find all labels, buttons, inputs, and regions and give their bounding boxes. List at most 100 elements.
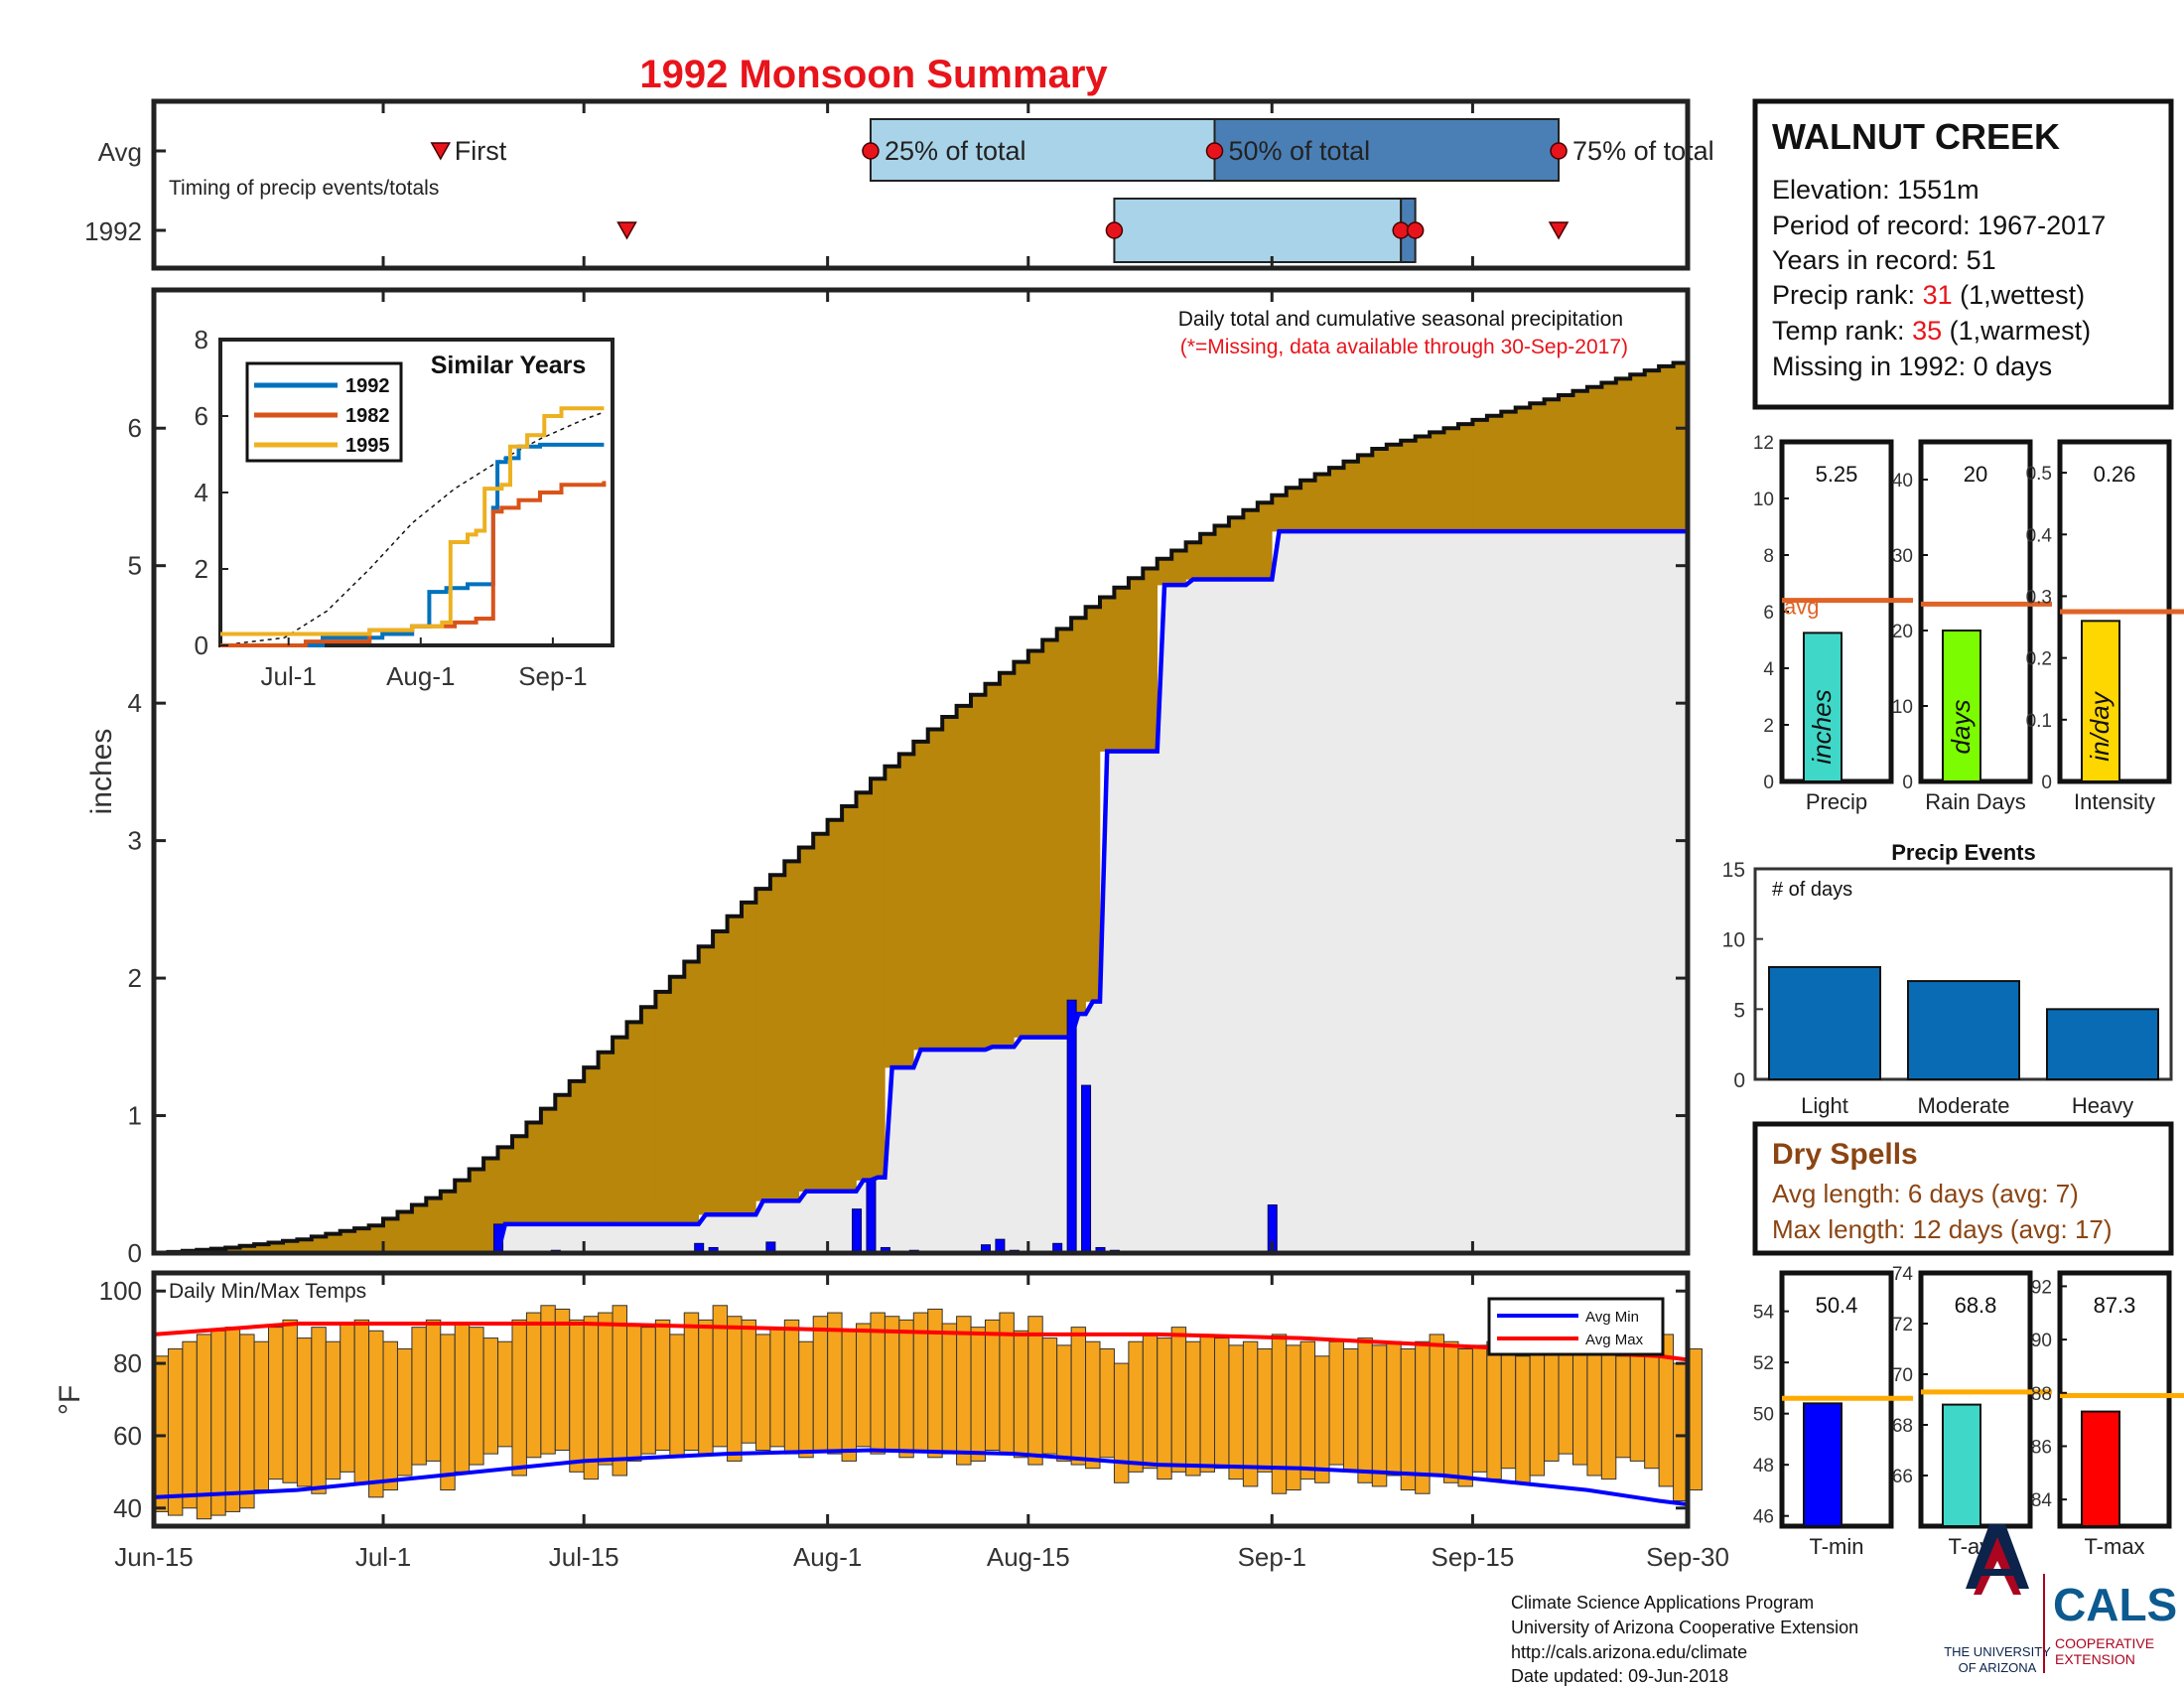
logos: THE UNIVERSITY OF ARIZONA CALS COOPERATI… bbox=[1944, 1524, 2177, 1675]
year-cumulative-area bbox=[154, 531, 1688, 1253]
similar-years-inset: Similar Years 0 2 4 6 8 Jul-1 Aug-1 Sep-1 1992 19… bbox=[195, 325, 614, 691]
temp-range-bar bbox=[1056, 1344, 1072, 1462]
temp-range-bar bbox=[654, 1319, 671, 1452]
inset-avg-line bbox=[219, 411, 605, 646]
temp-range-bar bbox=[268, 1327, 284, 1480]
stat-tick-label: 0 bbox=[1902, 773, 1913, 793]
temp-range-bar bbox=[210, 1330, 226, 1516]
temp-legend-label: Avg Min bbox=[1585, 1309, 1639, 1326]
temp-range-bar bbox=[167, 1348, 184, 1516]
avg-p25-dot bbox=[862, 142, 880, 160]
temp-range-bar bbox=[683, 1312, 700, 1451]
stat-label-1: Rain Days bbox=[1925, 789, 2025, 814]
temp-range-bar bbox=[827, 1312, 843, 1455]
station-temp-rank: Temp rank: 35 (1,warmest) bbox=[1772, 316, 2091, 346]
temp-rank-value: 35 bbox=[1912, 316, 1942, 346]
event-tick-label: 0 bbox=[1733, 1069, 1745, 1092]
temp-range-bar bbox=[841, 1330, 858, 1462]
temp-range-bar bbox=[1357, 1337, 1373, 1483]
temp-range-bar bbox=[1041, 1337, 1058, 1455]
stat-tick-label: 0 bbox=[2041, 773, 2052, 793]
footer-line4: Date updated: 09-Jun-2018 bbox=[1511, 1666, 1728, 1686]
stat-unit-1: days bbox=[1946, 700, 1976, 755]
temp-range-bar bbox=[454, 1323, 471, 1473]
footer: Climate Science Applications Program Uni… bbox=[1511, 1593, 1858, 1686]
stat-tick-label: 12 bbox=[1753, 433, 1774, 454]
temp-range-bar bbox=[1586, 1340, 1602, 1477]
temp-rank-label: Temp rank: bbox=[1772, 316, 1912, 346]
inset-legend-label-1995: 1995 bbox=[345, 435, 390, 457]
temp-range-bar bbox=[511, 1319, 527, 1477]
year-last-marker-icon bbox=[1548, 221, 1570, 240]
stat-label-0: Precip bbox=[1806, 789, 1867, 814]
temp-range-bar bbox=[353, 1319, 370, 1483]
precip-ytick-label: 3 bbox=[128, 826, 142, 856]
inset-series-line-1995 bbox=[220, 406, 605, 636]
temp-rank-note: (1,warmest) bbox=[1942, 316, 2091, 346]
temp-range-bar bbox=[1013, 1330, 1029, 1459]
event-label: Moderate bbox=[1918, 1093, 2010, 1118]
year-first-marker-icon bbox=[616, 221, 637, 240]
temp-range-bar bbox=[1314, 1355, 1330, 1483]
stat-tick-label: 88 bbox=[2031, 1384, 2052, 1405]
stat-avg-label: avg bbox=[1784, 595, 1819, 620]
temp-range-bar bbox=[741, 1319, 756, 1444]
temp-range-bar bbox=[1113, 1362, 1130, 1483]
temp-range-bar bbox=[1529, 1340, 1546, 1477]
stat-tick-label: 20 bbox=[1892, 622, 1913, 642]
temp-range-bar bbox=[224, 1327, 241, 1512]
stat-tick-label: 40 bbox=[1892, 471, 1913, 492]
temp-range-bar bbox=[669, 1334, 685, 1459]
inset-ytick-label: 0 bbox=[195, 631, 208, 660]
temp-range-bar bbox=[884, 1316, 900, 1451]
year-p25-dot bbox=[1105, 221, 1124, 239]
cals-sub1: COOPERATIVE bbox=[2055, 1635, 2154, 1651]
temp-range-bar bbox=[956, 1316, 972, 1466]
logo-divider bbox=[2043, 1574, 2045, 1673]
temp-range-bar bbox=[1128, 1340, 1144, 1473]
temp-legend-box bbox=[1487, 1297, 1665, 1356]
xtick-label: Aug-15 bbox=[987, 1542, 1070, 1572]
temp-range-bar bbox=[382, 1340, 398, 1491]
temp-title: Daily Min/Max Temps bbox=[169, 1280, 366, 1303]
avg-first-marker-icon bbox=[430, 142, 452, 161]
temp-range-bar bbox=[1600, 1348, 1617, 1480]
inset-xtick-label: Sep-1 bbox=[518, 661, 587, 691]
avg-p75-dot bbox=[1550, 142, 1568, 160]
precip-ytick-label: 2 bbox=[128, 963, 142, 993]
station-name: WALNUT CREEK bbox=[1772, 116, 2060, 157]
inset-ytick-label: 8 bbox=[195, 325, 208, 354]
stat-tick-label: 30 bbox=[1892, 546, 1913, 567]
temp-range-bar bbox=[1471, 1344, 1488, 1473]
year-25-50-box bbox=[1113, 198, 1403, 263]
stat-tick-label: 92 bbox=[2031, 1277, 2052, 1298]
temp-range-bar bbox=[1170, 1327, 1187, 1473]
stat-tick-label: 54 bbox=[1753, 1303, 1775, 1324]
stat-bar-2 bbox=[2081, 1410, 2120, 1528]
stat-value-0: 5.25 bbox=[1816, 462, 1858, 487]
stat-tick-label: 66 bbox=[1892, 1467, 1913, 1487]
stat-tick-label: 84 bbox=[2031, 1490, 2053, 1511]
temp-range-bar bbox=[941, 1323, 958, 1455]
temp-range-bar bbox=[754, 1334, 771, 1452]
temp-range-bar bbox=[425, 1319, 442, 1462]
temp-range-bar bbox=[1443, 1340, 1459, 1483]
temp-range-bar bbox=[1242, 1340, 1259, 1487]
stat-tick-label: 0 bbox=[1763, 773, 1774, 793]
precip-ytick-label: 0 bbox=[128, 1238, 142, 1268]
temp-range-bar bbox=[769, 1327, 785, 1448]
event-tick-label: 10 bbox=[1722, 929, 1745, 952]
temp-range-bar bbox=[1157, 1337, 1172, 1480]
precip-rank-note: (1,wettest) bbox=[1953, 280, 2086, 310]
stat-value-2: 0.26 bbox=[2094, 462, 2136, 487]
stat-tick-label: 6 bbox=[1763, 603, 1774, 624]
temp-range-bar bbox=[282, 1319, 298, 1483]
temp-range-bar bbox=[1629, 1340, 1646, 1462]
temp-range-bar bbox=[1070, 1327, 1087, 1466]
inset-ytick-label: 4 bbox=[195, 478, 208, 507]
temp-ytick-label: 60 bbox=[113, 1421, 142, 1451]
inset-title: Similar Years bbox=[431, 352, 587, 379]
temp-range-bar bbox=[698, 1319, 714, 1455]
timing-caption: Timing of precip events/totals bbox=[169, 177, 439, 200]
precip-ytick-label: 4 bbox=[128, 688, 142, 718]
